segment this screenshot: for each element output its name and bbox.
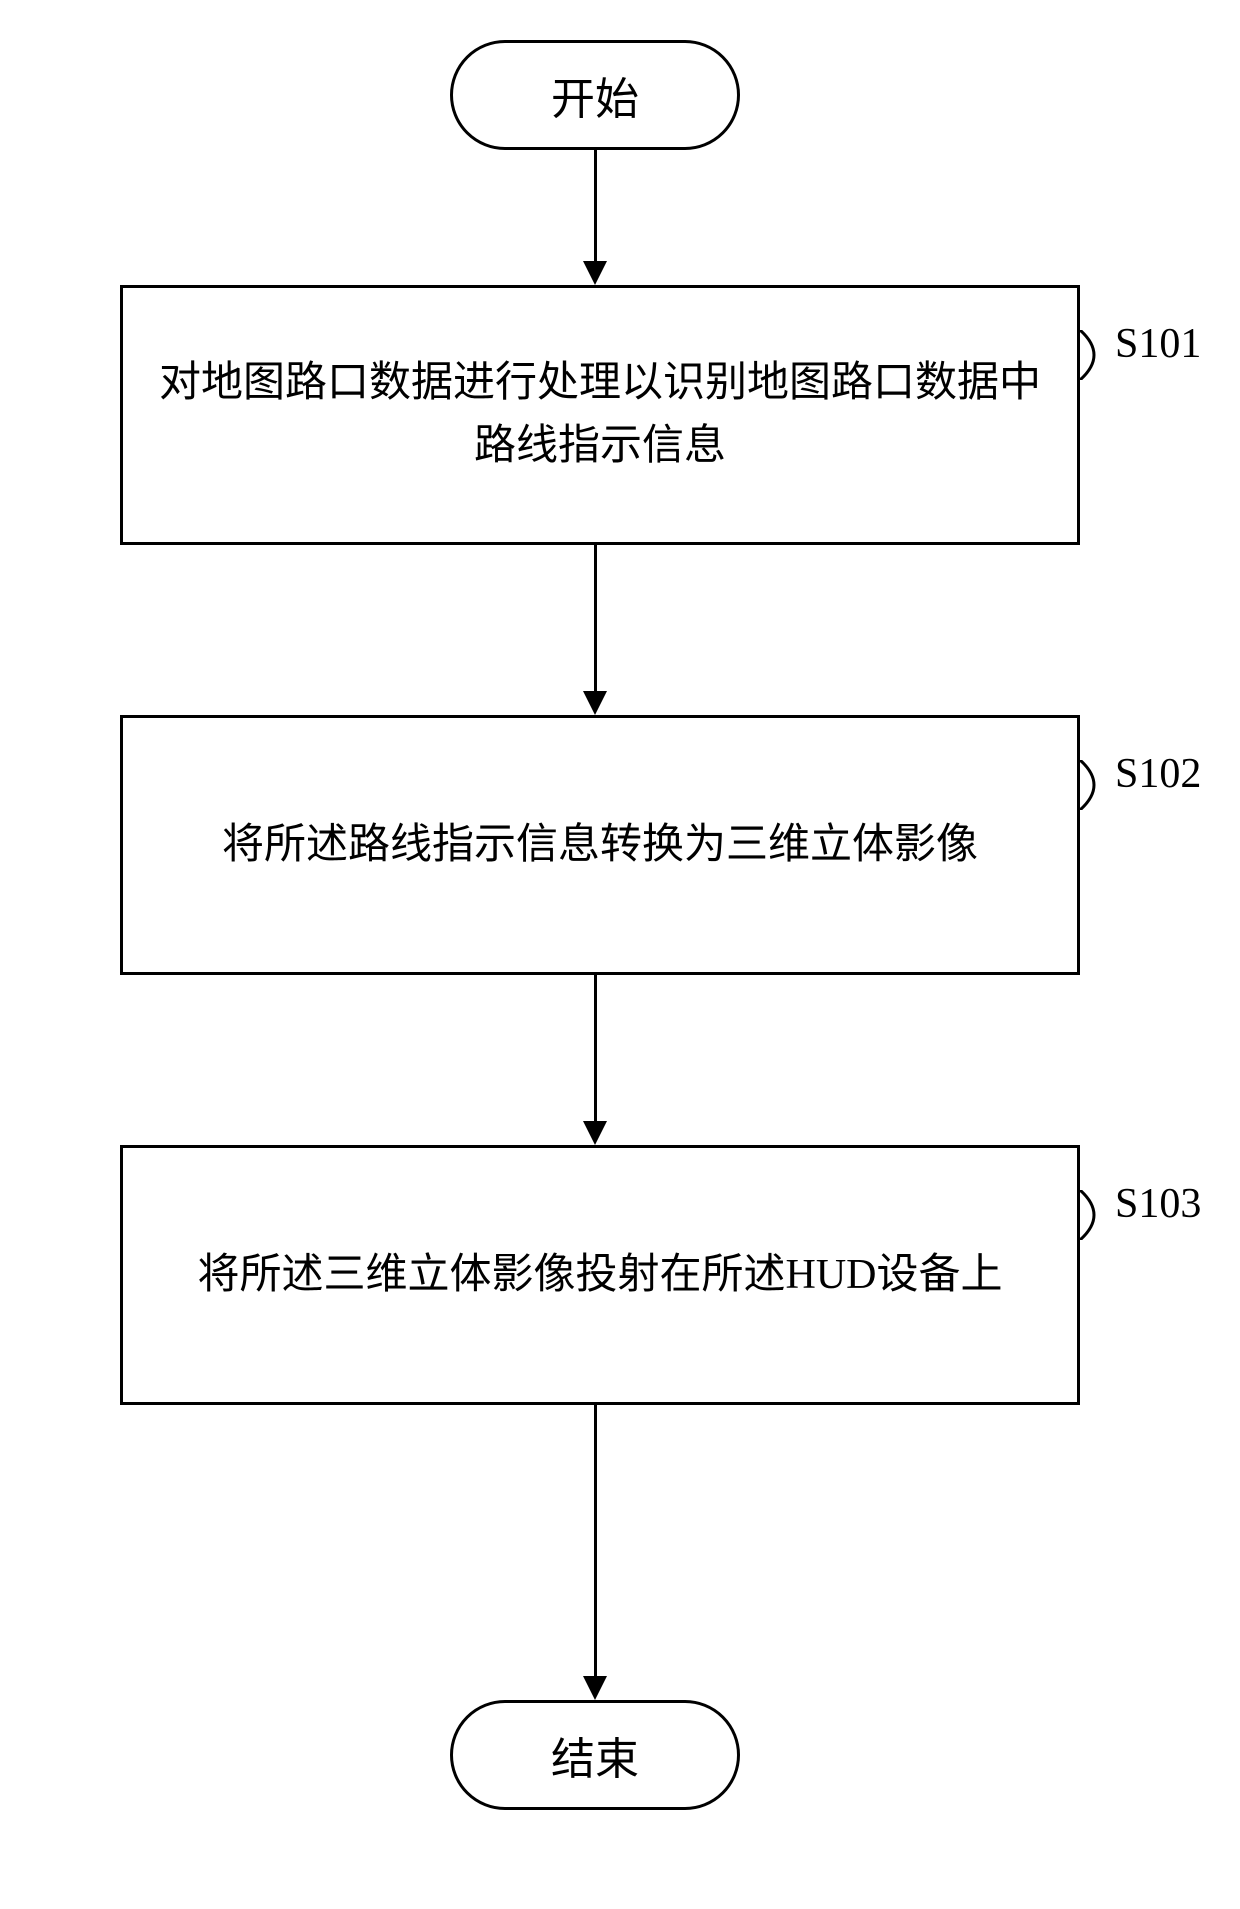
process-text-3: 将所述三维立体影像投射在所述HUD设备上 [198,1244,1003,1307]
label-connector-3 [1078,1190,1118,1240]
process-step-1: 对地图路口数据进行处理以识别地图路口数据中路线指示信息 [120,285,1080,545]
process-step-3: 将所述三维立体影像投射在所述HUD设备上 [120,1145,1080,1405]
end-text: 结束 [551,1723,639,1787]
arrow-line-1 [594,150,597,263]
arrow-line-2 [594,545,597,693]
arrow-head-1 [583,261,607,285]
process-text-2: 将所述路线指示信息转换为三维立体影像 [222,814,978,877]
step-label-2: S102 [1115,750,1201,798]
arrow-line-3 [594,975,597,1123]
process-step-2: 将所述路线指示信息转换为三维立体影像 [120,715,1080,975]
start-terminal: 开始 [450,40,740,150]
start-text: 开始 [551,63,639,127]
step-label-3: S103 [1115,1180,1201,1228]
process-text-1: 对地图路口数据进行处理以识别地图路口数据中路线指示信息 [143,352,1057,478]
arrow-line-4 [594,1405,597,1678]
label-connector-1 [1078,330,1118,380]
label-connector-2 [1078,760,1118,810]
arrow-head-3 [583,1121,607,1145]
arrow-head-4 [583,1676,607,1700]
step-label-1: S101 [1115,320,1201,368]
end-terminal: 结束 [450,1700,740,1810]
flowchart-container: 开始 对地图路口数据进行处理以识别地图路口数据中路线指示信息 S101 将所述路… [0,0,1240,1909]
arrow-head-2 [583,691,607,715]
